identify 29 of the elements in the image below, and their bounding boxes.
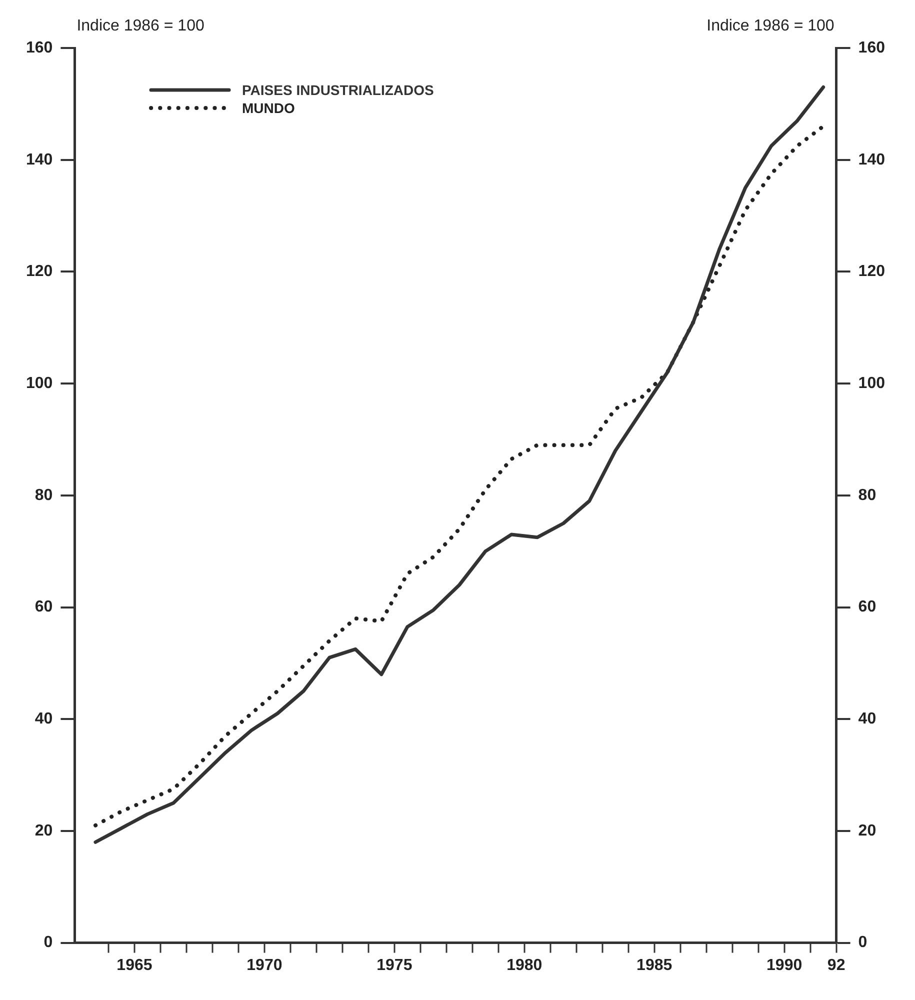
x-tick-label: 92 [827,956,846,974]
y-tick-label: 40 [34,710,53,728]
x-tick-label: 1990 [766,956,802,974]
x-tick-label: 1975 [376,956,412,974]
x-tick-label: 1980 [506,956,542,974]
text: MUNDO [242,100,295,116]
y-tick-label: 120 [26,263,53,280]
y2-axis-title: Indice 1986 = 100 [706,17,834,34]
x-tick-label: 1985 [636,956,672,974]
y2-tick-label: 100 [858,374,886,392]
y-tick-label: 20 [34,822,53,840]
y2-tick-label: 40 [858,710,876,728]
y-tick-label: 140 [26,151,53,168]
text: PAISES INDUSTRIALIZADOS [242,82,434,98]
y2-tick-label: 160 [858,39,886,56]
y-tick-label: 100 [26,374,53,392]
y-tick-label: 160 [26,39,53,56]
y2-tick-label: 120 [858,263,886,280]
y2-tick-label: 60 [858,598,876,616]
x-tick-label: 1965 [116,956,152,974]
y-tick-label: 80 [34,486,53,504]
y-tick-label: 0 [44,934,53,952]
y2-tick-label: 80 [858,486,876,504]
y-axis-title: Indice 1986 = 100 [76,17,204,34]
x-tick-label: 1970 [246,956,282,974]
y2-tick-label: 0 [858,934,868,952]
y2-tick-label: 140 [858,151,886,168]
y2-tick-label: 20 [858,822,876,840]
y-tick-label: 60 [34,598,53,616]
